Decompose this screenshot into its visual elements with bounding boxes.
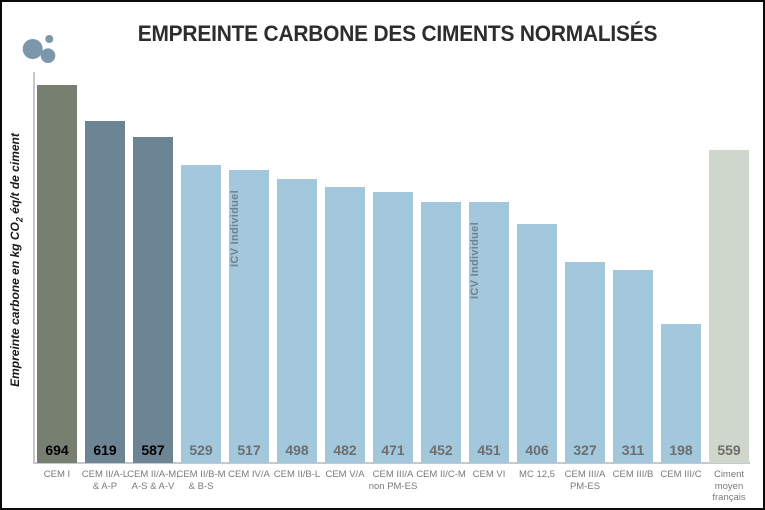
bar-value-label: 517 bbox=[237, 442, 261, 458]
bar-cem-ii-a-m-a-s-a-v: 587 bbox=[133, 137, 173, 463]
bar-value-label: 311 bbox=[621, 442, 645, 458]
x-axis-label: CEM II/B-L bbox=[273, 469, 321, 480]
bar-value-label: 559 bbox=[717, 442, 741, 458]
bar-ciment-moyen-fran-ais: 559 bbox=[709, 150, 749, 463]
bar-cem-v-a: 482 bbox=[325, 187, 365, 463]
x-axis-label: CEM V/A bbox=[325, 469, 365, 480]
x-axis-label: Ciment moyen français bbox=[712, 469, 746, 503]
page-title: EMPREINTE CARBONE DES CIMENTS NORMALISÉS bbox=[137, 21, 658, 46]
bar-mc-12-5: 406 bbox=[517, 224, 557, 463]
y-axis-title-suffix: éq/t de ciment bbox=[8, 133, 22, 218]
bar-cem-iii-a-pm-es: 327 bbox=[565, 262, 605, 463]
bar-annotation: ICV Individuel bbox=[469, 222, 481, 299]
bar-value-label: 406 bbox=[525, 442, 549, 458]
bar-cem-ii-c-m: 452 bbox=[421, 202, 461, 463]
x-axis-label: CEM III/C bbox=[660, 469, 702, 480]
bar-cem-iv-a: 517 ICV Individuel bbox=[229, 170, 269, 463]
x-axis-label: CEM III/A non PM-ES bbox=[368, 469, 418, 492]
x-axis-label: MC 12,5 bbox=[519, 469, 555, 480]
bar-value-label: 198 bbox=[669, 442, 693, 458]
bar-value-label: 471 bbox=[381, 442, 405, 458]
bar-value-label: 529 bbox=[189, 442, 213, 458]
x-axis-label: CEM II/A-L & A-P bbox=[81, 469, 129, 492]
logo-circle-small bbox=[45, 35, 54, 43]
bar-annotation: ICV Individuel bbox=[229, 190, 241, 267]
x-axis-label: CEM II/A-M, A-S & A-V bbox=[127, 469, 179, 492]
bar-value-label: 498 bbox=[285, 442, 309, 458]
bar-value-label: 587 bbox=[141, 442, 165, 458]
bar-value-label: 694 bbox=[45, 442, 69, 458]
bar-cem-iii-c: 198 bbox=[661, 324, 701, 463]
logo bbox=[22, 35, 56, 63]
bar-value-label: 327 bbox=[573, 442, 597, 458]
logo-circle-medium bbox=[40, 48, 56, 63]
x-axis-baseline bbox=[33, 462, 750, 464]
y-axis-line bbox=[33, 72, 35, 464]
x-axis-label: CEM IV/A bbox=[228, 469, 270, 480]
x-axis-label: CEM III/B bbox=[612, 469, 654, 480]
bar-cem-vi: 451 ICV Individuel bbox=[469, 202, 509, 463]
bar-value-label: 452 bbox=[429, 442, 453, 458]
y-axis-title-text: Empreinte carbone en kg CO bbox=[8, 222, 22, 387]
bar-cem-iii-a-non-pm-es: 471 bbox=[373, 192, 413, 463]
bar-value-label: 451 bbox=[477, 442, 501, 458]
logo-circle-large bbox=[22, 39, 43, 59]
x-axis-label: CEM II/C-M bbox=[416, 469, 466, 480]
y-axis-title: Empreinte carbone en kg CO2 éq/t de cime… bbox=[8, 60, 28, 460]
y-axis-title-subscript: 2 bbox=[14, 217, 25, 223]
x-axis-label: CEM III/A PM-ES bbox=[564, 469, 606, 492]
bar-cem-ii-b-m-b-s: 529 bbox=[181, 165, 221, 463]
x-axis-label: CEM II/B-M & B-S bbox=[176, 469, 226, 492]
x-axis-label: CEM I bbox=[43, 469, 71, 480]
bar-cem-iii-b: 311 bbox=[613, 270, 653, 463]
bar-value-label: 619 bbox=[93, 442, 117, 458]
bar-cem-ii-b-l: 498 bbox=[277, 179, 317, 463]
bar-cem-i: 694 bbox=[37, 85, 77, 463]
bar-cem-ii-a-l-a-p: 619 bbox=[85, 121, 125, 463]
x-axis-label: CEM VI bbox=[472, 469, 506, 480]
bar-value-label: 482 bbox=[333, 442, 357, 458]
